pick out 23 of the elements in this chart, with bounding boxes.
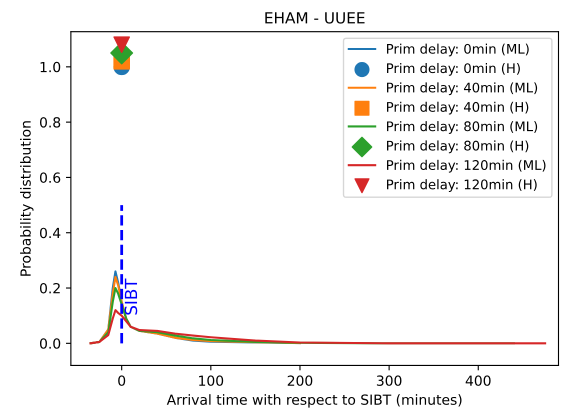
y-tick-label: 0.4: [40, 228, 60, 238]
annotation: SIBT: [124, 278, 138, 315]
x-tick-label: 200: [288, 375, 312, 386]
x-tick-label: 400: [466, 375, 491, 386]
y-tick-label: 1.0: [40, 62, 60, 72]
x-tick-label: 0: [118, 375, 126, 386]
y-tick-label: 0.0: [40, 338, 60, 349]
y-axis-title: Probability distribution: [20, 121, 34, 276]
y-tick-label: 0.6: [40, 172, 60, 183]
legend-label: Prim delay: 80min (ML): [387, 121, 538, 134]
legend-label: Prim delay: 40min (H): [387, 102, 528, 114]
y-tick-label: 0.2: [40, 282, 60, 294]
y-tick-label: 0.8: [40, 117, 60, 128]
legend-label: Prim delay: 0min (H): [387, 62, 520, 76]
legend-label: Prim delay: 40min (ML): [387, 82, 538, 96]
x-tick-label: 300: [376, 375, 402, 386]
x-axis-title: Arrival time with respect to SIBT (minutes): [166, 394, 462, 408]
chart-title: EHAM - UUEE: [265, 12, 365, 24]
legend-label: Prim delay: 120min (H): [387, 179, 537, 192]
legend-label: Prim delay: 0min (ML): [387, 44, 529, 56]
legend-label: Prim delay: 120min (ML): [387, 160, 546, 173]
legend-label: Prim delay: 80min (H): [387, 140, 528, 154]
x-tick-label: 100: [199, 375, 224, 386]
